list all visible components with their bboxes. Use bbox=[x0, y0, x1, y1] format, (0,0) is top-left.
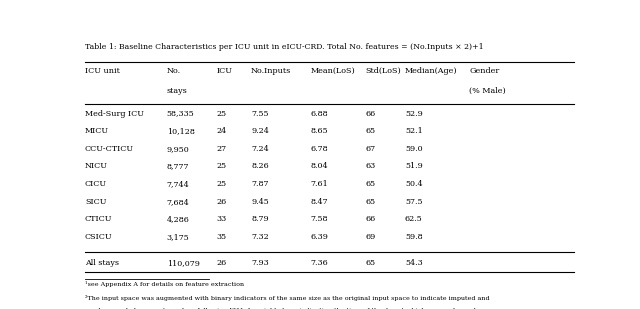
Text: 8.79: 8.79 bbox=[251, 215, 269, 223]
Text: Table 1: Baseline Characteristics per ICU unit in eICU-CRD. Total No. features =: Table 1: Baseline Characteristics per IC… bbox=[85, 43, 484, 51]
Text: 6.39: 6.39 bbox=[310, 233, 328, 241]
Text: CICU: CICU bbox=[85, 180, 107, 188]
Text: 33: 33 bbox=[216, 215, 227, 223]
Text: 52.1: 52.1 bbox=[405, 127, 422, 135]
Text: 69: 69 bbox=[365, 233, 376, 241]
Text: CCU-CTICU: CCU-CTICU bbox=[85, 145, 134, 153]
Text: 35: 35 bbox=[216, 233, 227, 241]
Text: 65: 65 bbox=[365, 127, 375, 135]
Text: All stays: All stays bbox=[85, 259, 119, 267]
Text: NICU: NICU bbox=[85, 163, 108, 171]
Text: 50.4: 50.4 bbox=[405, 180, 422, 188]
Text: 25: 25 bbox=[216, 180, 227, 188]
Text: CTICU: CTICU bbox=[85, 215, 113, 223]
Text: ¹see Appendix A for details on feature extraction: ¹see Appendix A for details on feature e… bbox=[85, 281, 244, 287]
Text: 7.24: 7.24 bbox=[251, 145, 269, 153]
Text: 7.93: 7.93 bbox=[251, 259, 269, 267]
Text: ²The input space was augmented with binary indicators of the same size as the or: ²The input space was augmented with bina… bbox=[85, 294, 490, 301]
Text: 65: 65 bbox=[365, 259, 375, 267]
Text: 110,079: 110,079 bbox=[167, 259, 200, 267]
Text: 7.61: 7.61 bbox=[310, 180, 328, 188]
Text: 25: 25 bbox=[216, 110, 227, 118]
Text: 51.9: 51.9 bbox=[405, 163, 422, 171]
Text: MICU: MICU bbox=[85, 127, 109, 135]
Text: 7,744: 7,744 bbox=[167, 180, 189, 188]
Text: Mean(LoS): Mean(LoS) bbox=[310, 67, 355, 75]
Text: 65: 65 bbox=[365, 198, 375, 206]
Text: ICU unit: ICU unit bbox=[85, 67, 120, 75]
Text: No.: No. bbox=[167, 67, 181, 75]
Text: 10,128: 10,128 bbox=[167, 127, 195, 135]
Text: 67: 67 bbox=[365, 145, 375, 153]
Text: 59.8: 59.8 bbox=[405, 233, 422, 241]
Text: newly recorded parameter values following [31]. A variable hour indicating the t: newly recorded parameter values followin… bbox=[85, 307, 502, 309]
Text: 66: 66 bbox=[365, 110, 376, 118]
Text: 52.9: 52.9 bbox=[405, 110, 422, 118]
Text: SICU: SICU bbox=[85, 198, 106, 206]
Text: 54.3: 54.3 bbox=[405, 259, 422, 267]
Text: 65: 65 bbox=[365, 180, 375, 188]
Text: stays: stays bbox=[167, 87, 188, 95]
Text: 8.26: 8.26 bbox=[251, 163, 269, 171]
Text: 66: 66 bbox=[365, 215, 376, 223]
Text: ICU: ICU bbox=[216, 67, 232, 75]
Text: Med-Surg ICU: Med-Surg ICU bbox=[85, 110, 144, 118]
Text: 9,950: 9,950 bbox=[167, 145, 189, 153]
Text: 6.78: 6.78 bbox=[310, 145, 328, 153]
Text: Median(Age): Median(Age) bbox=[405, 67, 458, 75]
Text: 63: 63 bbox=[365, 163, 376, 171]
Text: 62.5: 62.5 bbox=[405, 215, 422, 223]
Text: 8.04: 8.04 bbox=[310, 163, 328, 171]
Text: 8.47: 8.47 bbox=[310, 198, 328, 206]
Text: No.Inputs: No.Inputs bbox=[251, 67, 291, 75]
Text: Gender: Gender bbox=[469, 67, 500, 75]
Text: 3,175: 3,175 bbox=[167, 233, 189, 241]
Text: 6.88: 6.88 bbox=[310, 110, 328, 118]
Text: 7,684: 7,684 bbox=[167, 198, 189, 206]
Text: 9.45: 9.45 bbox=[251, 198, 269, 206]
Text: CSICU: CSICU bbox=[85, 233, 113, 241]
Text: 26: 26 bbox=[216, 259, 227, 267]
Text: (% Male): (% Male) bbox=[469, 87, 506, 95]
Text: 8.65: 8.65 bbox=[310, 127, 328, 135]
Text: 26: 26 bbox=[216, 198, 227, 206]
Text: 58,335: 58,335 bbox=[167, 110, 195, 118]
Text: 8,777: 8,777 bbox=[167, 163, 189, 171]
Text: 57.5: 57.5 bbox=[405, 198, 422, 206]
Text: 7.36: 7.36 bbox=[310, 259, 328, 267]
Text: 4,286: 4,286 bbox=[167, 215, 189, 223]
Text: 7.58: 7.58 bbox=[310, 215, 328, 223]
Text: 27: 27 bbox=[216, 145, 227, 153]
Text: 24: 24 bbox=[216, 127, 227, 135]
Text: 59.0: 59.0 bbox=[405, 145, 422, 153]
Text: Std(LoS): Std(LoS) bbox=[365, 67, 401, 75]
Text: 7.55: 7.55 bbox=[251, 110, 269, 118]
Text: 9.24: 9.24 bbox=[251, 127, 269, 135]
Text: 25: 25 bbox=[216, 163, 227, 171]
Text: 7.32: 7.32 bbox=[251, 233, 269, 241]
Text: 7.87: 7.87 bbox=[251, 180, 269, 188]
